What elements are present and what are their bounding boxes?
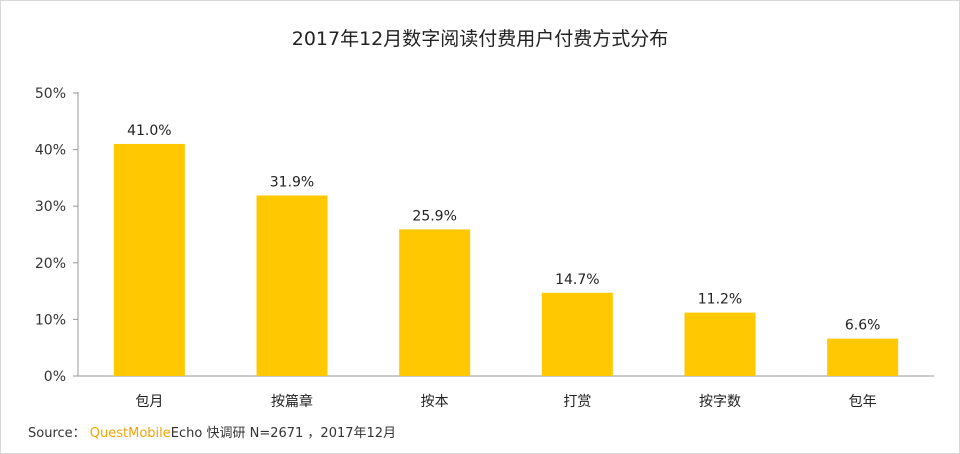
source-note: Source： QuestMobileEcho 快调研 N=2671 ，2017…	[28, 422, 396, 441]
data-label: 41.0%	[127, 123, 171, 139]
data-label: 31.9%	[270, 174, 314, 190]
chart-title: 2017年12月数字阅读付费用户付费方式分布	[291, 28, 669, 50]
y-tick-label: 0%	[44, 369, 66, 385]
y-tick-label: 30%	[35, 199, 66, 215]
x-tick-label: 打赏	[563, 393, 591, 410]
x-tick-label: 按篇章	[271, 393, 313, 410]
bar	[827, 338, 899, 376]
source-prefix: Source：	[28, 426, 86, 441]
bar	[113, 143, 185, 376]
y-tick-label: 40%	[35, 143, 66, 159]
bars	[113, 143, 899, 376]
bar	[684, 312, 756, 376]
y-tick-label: 10%	[35, 312, 66, 328]
bar	[399, 229, 471, 376]
source-brand: QuestMobile	[89, 426, 171, 441]
labels: 41.0% 包月 31.9% 按篇章 25.9% 按本 14.7% 打赏 11.2% 按字数 6.6…	[127, 123, 880, 410]
y-tick-label: 20%	[35, 256, 66, 272]
data-label: 25.9%	[412, 208, 456, 224]
data-label: 14.7%	[555, 272, 599, 288]
x-tick-label: 按字数	[699, 394, 741, 410]
x-tick-label: 按本	[421, 394, 449, 410]
source-rest: Echo 快调研 N=2671 ，2017年12月	[170, 426, 397, 441]
bar	[541, 292, 613, 376]
x-tick-label: 包年	[849, 394, 877, 410]
x-tick-label: 包月	[135, 394, 163, 410]
y-tick-label: 50%	[35, 86, 66, 102]
data-label: 11.2%	[698, 292, 742, 308]
bar	[256, 195, 328, 376]
axes: 0% 10% 20% 30% 40% 50%	[35, 86, 934, 385]
data-label: 6.6%	[845, 318, 881, 334]
